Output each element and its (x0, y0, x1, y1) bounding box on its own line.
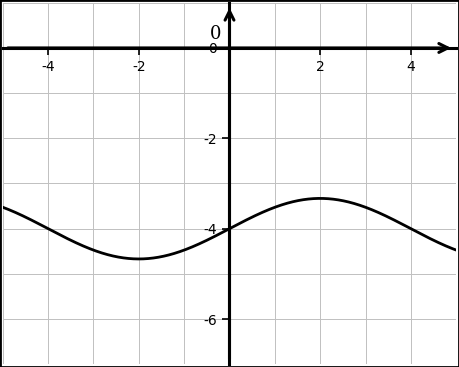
Text: 0: 0 (210, 25, 221, 43)
